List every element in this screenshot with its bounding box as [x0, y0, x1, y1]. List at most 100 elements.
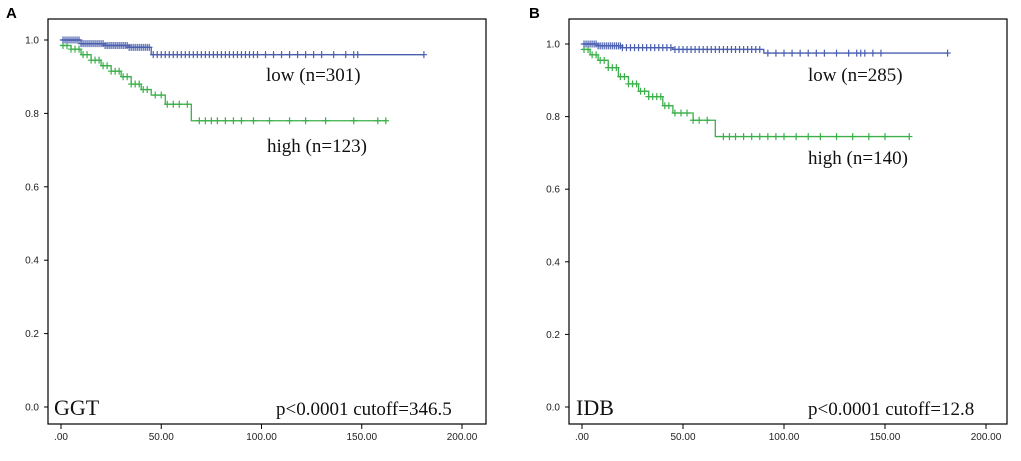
panel-a-x-tick-label: 150.00	[346, 432, 377, 443]
panel-b-low-censor-mark	[813, 49, 820, 57]
panel-a-high-censor-mark	[350, 117, 357, 125]
panel-a-low-censor-mark	[342, 51, 349, 59]
panel-a-high-censor-mark	[152, 91, 159, 99]
panel-b-high-censor-mark	[906, 133, 913, 141]
panel-b-y-tick-label: 0.2	[546, 330, 560, 341]
panel-a-high-censor-mark	[176, 100, 183, 108]
panel-b-low-censor-mark	[805, 49, 812, 57]
panel-a-curves	[59, 36, 428, 125]
panel-b-letter: B	[529, 5, 540, 22]
panel-a: A 0.0 0.2 0.4 0.6 0.8 1.0 .00 50.00 100.00 150.00…	[6, 5, 487, 444]
panel-b-low-censor-mark	[861, 49, 868, 57]
panel-a-high-censor-mark	[158, 91, 165, 99]
panel-a-low-censor-mark	[310, 51, 317, 59]
panel-a-high-curve	[61, 44, 386, 122]
panel-a-high-label: high (n=123)	[267, 136, 367, 157]
panel-b-high-censor-mark	[740, 133, 747, 141]
panel-a-x-tick-label: 200.00	[447, 432, 478, 443]
panel-a-high-censor-mark	[286, 117, 293, 125]
panel-a-low-censor-mark	[420, 51, 428, 59]
panel-a-low-censor-mark	[278, 51, 285, 59]
panel-b-high-censor-mark	[805, 133, 812, 141]
panel-b-high-censor-mark	[671, 109, 679, 117]
panel-b-low-censor-mark	[772, 49, 780, 57]
panel-a-y-tick-label: 0.2	[25, 329, 39, 340]
panel-b-high-label: high (n=140)	[808, 148, 908, 169]
panel-a-low-censor-mark	[286, 51, 293, 59]
panel-a-high-censor-mark	[374, 117, 381, 125]
panel-a-high-censor-mark	[202, 117, 209, 125]
panel-b-x-tick-label: 100.00	[769, 432, 800, 443]
panel-a-low-censor-mark	[75, 36, 83, 44]
panel-b-high-censor-mark	[748, 133, 755, 141]
panel-a-high-censor-mark	[164, 100, 171, 108]
panel-a-letter: A	[6, 5, 17, 22]
panel-a-y-tick-label: 0.4	[25, 256, 39, 267]
panel-a-high-censor-mark	[250, 117, 257, 125]
panel-b-y-tick-label: 0.4	[546, 257, 560, 268]
panel-b-high-censor-mark	[720, 133, 727, 141]
panel-b-low-censor-mark	[756, 45, 763, 53]
panel-a-low-censor-mark	[302, 51, 309, 59]
panel-b-axes: 0.0 0.2 0.4 0.6 0.8 1.0 .00 50.00 100.00 150.00 20…	[546, 40, 1002, 444]
panel-b-high-censor-mark	[772, 133, 780, 141]
panel-a-high-censor-mark	[382, 117, 390, 125]
panel-b-curves	[580, 40, 951, 141]
panel-a-high-censor-mark	[184, 100, 191, 108]
panel-a-high-censor-mark	[95, 56, 103, 64]
panel-b-low-censor-mark	[821, 49, 828, 57]
panel-b-high-censor-mark	[665, 102, 673, 110]
panel-a-x-tick-label: .00	[54, 432, 68, 443]
panel-a-x-tick-label: 100.00	[246, 432, 277, 443]
panel-b-low-censor-mark	[869, 49, 877, 57]
panel-a-high-censor-mark	[322, 117, 329, 125]
panel-a-high-censor-mark	[115, 67, 123, 75]
panel-a-low-censor-mark	[270, 51, 277, 59]
panel-b-high-censor-mark	[592, 51, 600, 59]
panel-b-high-censor-mark	[881, 133, 889, 141]
panel-b-high-censor-mark	[613, 64, 620, 72]
panel-a-high-censor-mark	[222, 117, 229, 125]
panel-b-low-censor-mark	[944, 49, 951, 57]
panel-a-axes: 0.0 0.2 0.4 0.6 0.8 1.0 .00 50.00 100.00 150.00 20…	[25, 36, 478, 444]
panel-b-low-censor-mark	[788, 49, 796, 57]
panel-b-high-censor-mark	[633, 80, 640, 88]
panel-a-plot-frame	[47, 18, 487, 425]
panel-b-high-censor-mark	[865, 133, 873, 141]
panel-b-variable-label: IDB	[576, 395, 614, 420]
panel-a-high-censor-mark	[214, 117, 221, 125]
panel-a-high-censor-mark	[302, 117, 309, 125]
panel-b-high-censor-mark	[695, 116, 703, 124]
panel-b-stats-label: p<0.0001 cutoff=12.8	[808, 399, 974, 420]
panel-a-high-censor-mark	[144, 86, 151, 94]
panel-a-high-censor-mark	[170, 100, 177, 108]
panel-a-low-label: low (n=301)	[266, 65, 361, 86]
panel-b-high-censor-mark	[792, 133, 800, 141]
panel-a-high-censor-mark	[196, 117, 203, 125]
panel-b-high-censor-mark	[833, 133, 840, 141]
panel-b-x-tick-label: 50.00	[670, 432, 695, 443]
panel-b-low-censor-mark	[833, 49, 840, 57]
panel-a-high-censor-mark	[266, 117, 273, 125]
panel-a-low-censor-mark	[330, 51, 337, 59]
panel-a-x-tick-label: 50.00	[149, 432, 174, 443]
panel-a-stats-label: p<0.0001 cutoff=346.5	[276, 399, 452, 420]
panel-b-high-censor-mark	[756, 133, 763, 141]
panel-b-high-censor-mark	[764, 133, 772, 141]
panel-b-y-tick-label: 0.0	[546, 403, 560, 414]
panel-b-high-censor-mark	[621, 73, 628, 81]
panel-a-high-censor-mark	[208, 117, 215, 125]
panel-a-high-censor-mark	[135, 80, 143, 88]
panel-b-high-curve	[582, 48, 910, 138]
panel-a-high-censor-mark	[123, 73, 131, 81]
panel-b-high-censor-mark	[641, 87, 648, 95]
panel-a-y-tick-label: 0.6	[25, 182, 39, 193]
panel-b-high-censor-mark	[780, 133, 788, 141]
panel-a-high-censor-mark	[230, 117, 237, 125]
panel-b-plot-frame	[568, 18, 1008, 425]
panel-a-y-tick-label: 0.8	[25, 109, 39, 120]
panel-b-high-censor-mark	[601, 56, 608, 64]
panel-b-low-curve	[582, 43, 948, 54]
panel-b-x-tick-label: 200.00	[971, 432, 1002, 443]
panel-b-high-censor-mark	[849, 133, 856, 141]
